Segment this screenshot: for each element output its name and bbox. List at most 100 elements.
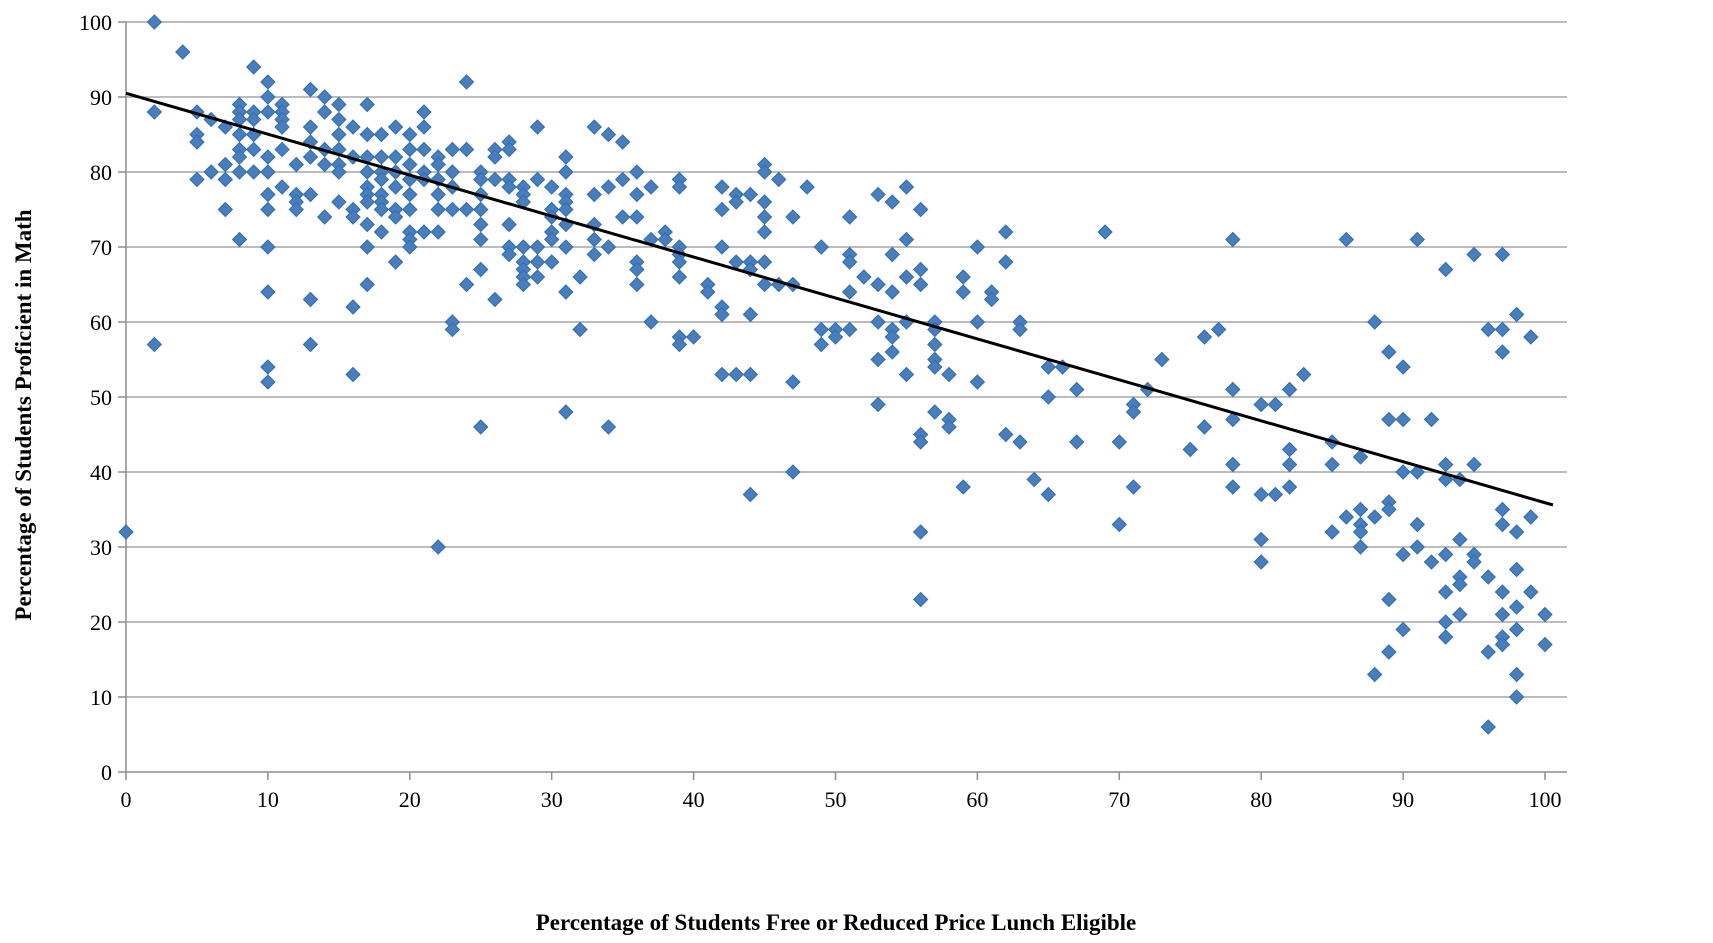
- data-point: [487, 149, 503, 165]
- y-tick-label: 40: [90, 460, 112, 485]
- data-point: [1494, 516, 1511, 533]
- data-point: [345, 209, 361, 225]
- data-point: [856, 269, 872, 285]
- data-point: [884, 329, 900, 345]
- data-point: [302, 336, 319, 353]
- data-point: [316, 156, 333, 173]
- data-point: [1395, 546, 1411, 563]
- data-point: [813, 239, 830, 255]
- data-point: [1480, 569, 1496, 585]
- data-point: [998, 224, 1014, 240]
- data-point: [1281, 456, 1298, 473]
- data-point: [231, 231, 248, 248]
- data-point: [912, 434, 929, 450]
- data-point: [331, 111, 347, 128]
- data-point: [231, 149, 248, 165]
- data-point: [146, 14, 163, 30]
- data-point: [1324, 524, 1340, 540]
- data-point: [1508, 599, 1525, 615]
- data-point: [260, 201, 276, 218]
- data-point: [1437, 261, 1454, 278]
- data-point: [1267, 396, 1284, 413]
- data-point: [714, 179, 730, 195]
- data-point: [941, 366, 957, 383]
- data-point: [458, 276, 475, 293]
- data-point: [600, 419, 617, 435]
- data-point: [1494, 501, 1511, 518]
- data-point: [1324, 456, 1340, 473]
- data-point: [1111, 434, 1128, 450]
- data-point: [558, 404, 574, 420]
- x-tick-label: 50: [825, 787, 847, 812]
- data-point: [217, 201, 234, 218]
- data-point: [870, 276, 886, 293]
- data-point: [402, 156, 418, 173]
- data-point: [714, 239, 730, 255]
- data-point: [1196, 419, 1213, 435]
- data-point: [927, 359, 943, 375]
- data-point: [1281, 479, 1298, 495]
- data-point: [742, 366, 759, 383]
- data-point: [614, 209, 631, 225]
- data-point: [1452, 531, 1468, 548]
- data-point: [558, 164, 574, 180]
- data-point: [1381, 591, 1397, 608]
- data-point: [231, 164, 248, 180]
- data-point: [1395, 464, 1411, 480]
- trendline-group: [125, 91, 1554, 507]
- data-point: [203, 164, 219, 180]
- data-point: [841, 209, 858, 225]
- data-point: [884, 344, 900, 360]
- data-point: [359, 194, 375, 210]
- data-point: [870, 396, 886, 413]
- x-tick-label: 0: [121, 787, 132, 812]
- data-point: [430, 539, 446, 555]
- data-point: [1253, 554, 1269, 570]
- data-point: [1466, 246, 1482, 263]
- y-tick-label: 20: [90, 610, 112, 635]
- data-point: [529, 239, 546, 255]
- data-point: [1352, 539, 1369, 555]
- y-tick-label: 30: [90, 535, 112, 560]
- data-point: [927, 404, 943, 420]
- data-point: [1494, 606, 1511, 623]
- data-point: [444, 201, 461, 218]
- data-point: [246, 111, 262, 128]
- data-point: [217, 171, 234, 188]
- data-point: [430, 186, 446, 203]
- data-point: [1125, 479, 1142, 495]
- data-point: [1367, 509, 1383, 525]
- data-point: [827, 329, 844, 345]
- y-tick-label: 90: [90, 85, 112, 110]
- y-tick-labels: 0 10 20 30 40 50 60 70 80 90 100: [79, 10, 112, 785]
- data-point: [1367, 666, 1383, 683]
- data-point: [586, 246, 602, 263]
- data-point: [359, 216, 375, 233]
- data-point: [1508, 689, 1525, 705]
- data-point: [359, 239, 375, 255]
- data-point: [1352, 524, 1369, 540]
- data-point: [1381, 344, 1397, 360]
- data-point: [1012, 321, 1028, 338]
- data-point: [473, 419, 489, 435]
- y-tick-label: 100: [79, 10, 112, 35]
- data-point: [1225, 456, 1241, 473]
- data-point: [274, 119, 290, 135]
- data-point: [671, 254, 688, 270]
- data-point: [841, 254, 858, 270]
- data-point: [260, 149, 276, 165]
- data-point: [1225, 231, 1241, 248]
- data-point: [1381, 411, 1397, 428]
- data-point: [345, 299, 361, 315]
- data-point: [501, 141, 517, 158]
- data-point: [288, 201, 304, 218]
- data-point: [1494, 321, 1511, 338]
- data-point: [260, 239, 276, 255]
- data-point: [614, 171, 631, 188]
- data-point: [416, 224, 432, 240]
- data-point: [1508, 524, 1525, 540]
- data-point: [473, 231, 489, 248]
- data-point: [1423, 411, 1440, 428]
- data-point: [558, 239, 574, 255]
- data-point: [1040, 486, 1057, 503]
